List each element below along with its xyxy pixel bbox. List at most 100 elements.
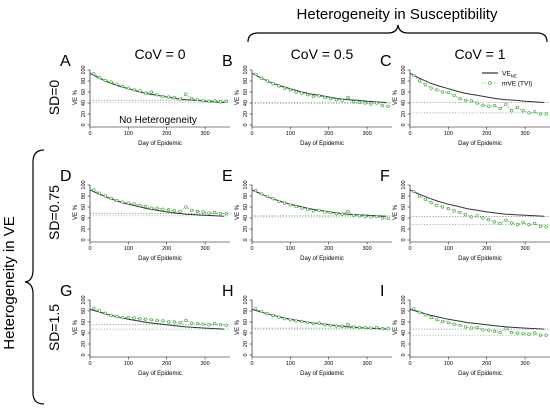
ve-ne-line	[251, 72, 387, 103]
panel-letter: E	[222, 168, 233, 185]
ve-ne-line	[409, 308, 545, 330]
mve-point	[144, 91, 148, 95]
mve-point	[464, 98, 468, 102]
mve-point	[533, 110, 537, 114]
mve-point	[369, 326, 373, 330]
mve-line	[413, 75, 547, 115]
y-tick-label: 80	[243, 78, 249, 84]
mve-point	[429, 316, 433, 320]
mve-point	[138, 317, 142, 321]
mve-point	[446, 207, 450, 211]
y-tick-label: 0	[81, 123, 87, 126]
mve-point	[311, 209, 315, 213]
panel-letter: B	[222, 53, 233, 70]
y-tick-label: 20	[401, 226, 407, 232]
mve-point	[412, 307, 416, 311]
mve-point	[207, 323, 211, 327]
mve-point	[184, 318, 188, 322]
x-tick-label: 300	[200, 246, 209, 252]
column-label: CoV = 0	[135, 46, 186, 62]
y-tick-label: 100	[81, 65, 87, 74]
mve-point	[386, 104, 390, 108]
mve-point	[510, 109, 514, 113]
mve-point	[334, 98, 338, 102]
x-tick-label: 200	[162, 246, 171, 252]
mve-point	[161, 207, 165, 211]
mve-point	[429, 201, 433, 205]
x-tick-label: 300	[520, 246, 529, 252]
panel-h: H 0 20 40 60 80 100 0 100 200 300 Day of Epidemic VE…	[222, 283, 392, 377]
y-tick-label: 80	[401, 78, 407, 84]
y-tick-label: 100	[81, 180, 87, 189]
mve-point	[300, 91, 304, 95]
x-tick-label: 300	[362, 361, 371, 367]
mve-point	[259, 309, 264, 314]
mve-point	[340, 324, 344, 329]
x-tick-label: 200	[482, 361, 491, 367]
mve-point	[504, 102, 508, 106]
mve-point	[429, 86, 433, 90]
mve-point	[254, 188, 258, 193]
panel-g: G 0 20 40 60 80 100 0 100 200 300 Day of Epidemic VE…	[60, 283, 230, 377]
mve-point	[92, 188, 96, 192]
x-axis-label: Day of Epidemic	[300, 141, 344, 147]
y-axis-label: VE %	[393, 89, 399, 105]
mve-point	[323, 95, 327, 100]
x-tick-label: 0	[408, 246, 411, 252]
mve-point	[149, 206, 153, 210]
panel-f: F 0 20 40 60 80 100 0 100 200 300 Day of Epidemic VE…	[380, 168, 550, 262]
mve-point	[352, 100, 356, 104]
mve-point	[172, 209, 176, 213]
mve-point	[172, 95, 176, 100]
x-tick-label: 100	[124, 246, 133, 252]
mve-point	[323, 323, 327, 327]
legend-label-ve-main: VE	[502, 71, 511, 78]
mve-point	[167, 208, 171, 212]
mve-point	[386, 216, 390, 221]
mve-point	[115, 314, 119, 319]
mve-point	[492, 104, 496, 108]
y-tick-label: 80	[243, 308, 249, 314]
x-tick-label: 300	[200, 131, 209, 137]
mve-point	[521, 220, 525, 224]
mve-point	[458, 323, 462, 327]
mve-point	[492, 220, 496, 224]
ve-ne-line	[89, 189, 225, 217]
mve-point	[515, 105, 519, 109]
no-heterogeneity-label: No Heterogeneity	[119, 115, 197, 126]
mve-point	[132, 88, 136, 92]
mve-point	[184, 92, 188, 96]
mve-point	[458, 96, 462, 101]
y-tick-label: 40	[401, 100, 407, 106]
panel-a: A 0 20 40 60 80 100 0 100 200 300 Day of Epidemic VE…	[60, 53, 230, 147]
mve-point	[435, 88, 439, 92]
mve-point	[441, 90, 445, 94]
mve-point	[346, 95, 350, 100]
mve-point	[510, 330, 514, 335]
mve-point	[224, 323, 228, 327]
mve-point	[190, 96, 194, 101]
y-tick-label: 20	[81, 111, 87, 117]
mve-point	[97, 309, 102, 313]
mve-point	[357, 214, 361, 218]
mve-point	[288, 318, 292, 322]
mve-point	[498, 106, 502, 111]
mve-point	[521, 109, 525, 113]
panel-letter: F	[380, 168, 390, 185]
mve-point	[126, 201, 130, 205]
mve-line	[255, 190, 389, 219]
x-tick-label: 100	[286, 246, 295, 252]
mve-point	[97, 76, 102, 80]
panel-letter: D	[60, 168, 72, 185]
mve-point	[446, 90, 450, 95]
mve-point	[464, 325, 468, 329]
mve-point	[172, 320, 176, 324]
panel-c: C 0 20 40 60 80 100 0 100 200 300 Day of Epidemic VE…	[380, 53, 550, 147]
x-tick-label: 200	[162, 131, 171, 137]
mve-point	[469, 326, 473, 330]
mve-point	[423, 313, 427, 317]
y-tick-label: 40	[81, 100, 87, 106]
mve-point	[126, 316, 130, 320]
panel-letter: H	[222, 283, 234, 300]
y-tick-label: 60	[81, 89, 87, 95]
